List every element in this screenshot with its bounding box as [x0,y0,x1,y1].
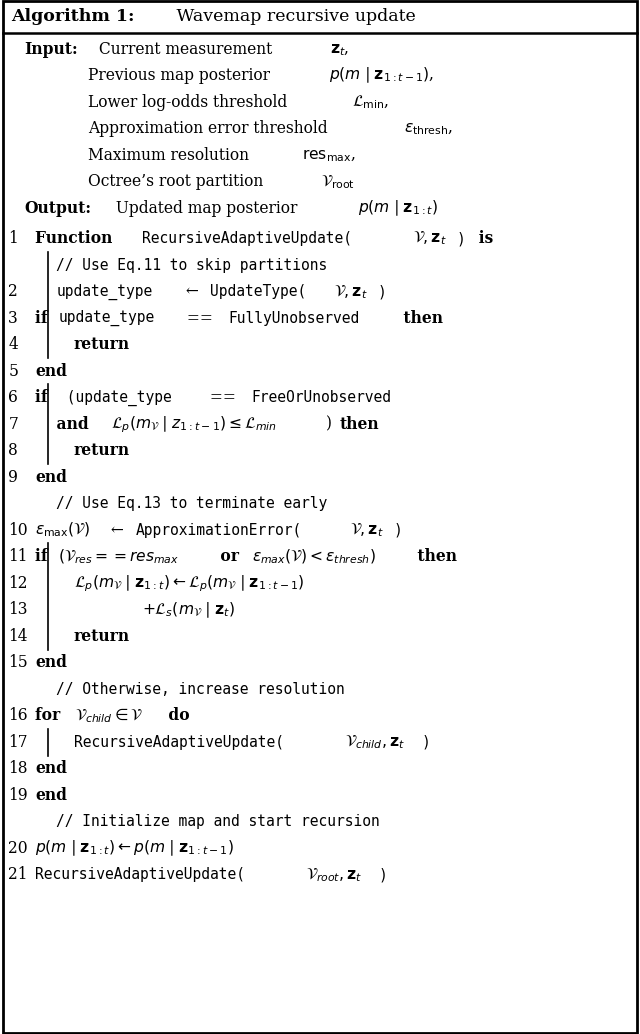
Text: $\epsilon_{max}(\mathcal{V}) < \epsilon_{thresh})$: $\epsilon_{max}(\mathcal{V}) < \epsilon_… [252,548,376,566]
Text: for: for [35,707,66,725]
Text: 6: 6 [8,389,18,406]
Text: end: end [35,787,67,803]
Text: 18: 18 [8,760,28,778]
Text: 10: 10 [8,522,28,539]
Text: 19: 19 [8,787,28,803]
Text: 5: 5 [8,363,19,379]
Text: 13: 13 [8,601,28,618]
Text: 12: 12 [8,575,28,591]
Text: 16: 16 [8,707,28,725]
Text: or: or [214,548,244,566]
Text: 2: 2 [8,283,18,300]
Text: RecursiveAdaptiveUpdate(: RecursiveAdaptiveUpdate( [35,868,245,882]
Text: 11: 11 [8,548,28,566]
Text: if: if [35,389,53,406]
Text: $\mathcal{L}_{\mathrm{min}}$,: $\mathcal{L}_{\mathrm{min}}$, [352,93,389,111]
Text: $\mathcal{L}_p(m_{\mathcal{V}} \mid z_{1:t-1}) \leq \mathcal{L}_{min}$: $\mathcal{L}_p(m_{\mathcal{V}} \mid z_{1… [111,414,278,434]
Text: ==: == [182,309,218,327]
Text: Lower log-odds threshold: Lower log-odds threshold [88,94,292,111]
Text: $\mathcal{V}_{child}, \mathbf{z}_t$: $\mathcal{V}_{child}, \mathbf{z}_t$ [344,733,404,751]
Text: ): ) [456,232,465,246]
Text: then: then [340,416,380,433]
Text: Updated map posterior: Updated map posterior [111,200,302,217]
Text: Maximum resolution: Maximum resolution [88,147,254,163]
Text: 20: 20 [8,840,28,857]
Text: 15: 15 [8,655,28,671]
Text: then: then [398,309,443,327]
Text: 17: 17 [8,734,28,751]
Text: 21: 21 [8,866,28,883]
Text: end: end [35,468,67,486]
Text: RecursiveAdaptiveUpdate(: RecursiveAdaptiveUpdate( [74,735,284,750]
Text: FreeOrUnobserved: FreeOrUnobserved [251,390,391,405]
Text: $\epsilon_{\mathrm{thresh}}$,: $\epsilon_{\mathrm{thresh}}$, [404,120,453,138]
Text: $\mathcal{L}_p(m_{\mathcal{V}} \mid \mathbf{z}_{1:t}) \leftarrow \mathcal{L}_p(m: $\mathcal{L}_p(m_{\mathcal{V}} \mid \mat… [74,573,304,594]
Text: return: return [74,628,130,645]
Text: 9: 9 [8,468,18,486]
Text: 3: 3 [8,309,18,327]
Text: ApproximationError(: ApproximationError( [136,523,302,538]
Text: $p(m \mid \mathbf{z}_{1:t-1})$,: $p(m \mid \mathbf{z}_{1:t-1})$, [330,66,435,86]
Text: $\mathcal{V}, \mathbf{z}_t$: $\mathcal{V}, \mathbf{z}_t$ [334,283,367,301]
Text: ): ) [378,284,386,299]
Text: $\mathbf{z}_t$,: $\mathbf{z}_t$, [330,40,349,58]
Text: 7: 7 [8,416,18,433]
Text: is: is [468,231,493,247]
Text: ): ) [394,523,403,538]
Text: // Use Eq.11 to skip partitions: // Use Eq.11 to skip partitions [56,257,328,273]
Text: // Otherwise, increase resolution: // Otherwise, increase resolution [56,681,345,697]
Text: $\mathcal{V}_{root}, \mathbf{z}_t$: $\mathcal{V}_{root}, \mathbf{z}_t$ [306,866,362,884]
Text: 14: 14 [8,628,28,645]
Text: return: return [74,443,130,459]
Text: ==: == [205,389,241,406]
Text: then: then [412,548,457,566]
Text: RecursiveAdaptiveUpdate(: RecursiveAdaptiveUpdate( [142,232,352,246]
Text: 4: 4 [8,336,18,354]
Text: Wavemap recursive update: Wavemap recursive update [171,8,415,25]
Text: // Initialize map and start recursion: // Initialize map and start recursion [56,815,380,829]
Text: update_type: update_type [56,283,152,300]
Text: $\mathcal{V}, \mathbf{z}_t$: $\mathcal{V}, \mathbf{z}_t$ [350,521,384,539]
Text: $\epsilon_{\mathrm{max}}(\mathcal{V})$: $\epsilon_{\mathrm{max}}(\mathcal{V})$ [35,521,90,540]
Text: Algorithm 1:: Algorithm 1: [12,8,135,25]
Text: $+\mathcal{L}_s(m_{\mathcal{V}} \mid \mathbf{z}_t)$: $+\mathcal{L}_s(m_{\mathcal{V}} \mid \ma… [142,600,235,619]
Text: and: and [35,416,94,433]
Text: end: end [35,363,67,379]
Text: ): ) [422,735,431,750]
Text: $\mathcal{V}, \mathbf{z}_t$: $\mathcal{V}, \mathbf{z}_t$ [413,230,447,247]
Text: if: if [35,548,53,566]
Text: $\mathcal{V}_{\mathrm{root}}$: $\mathcal{V}_{\mathrm{root}}$ [321,173,355,190]
Text: $(\mathcal{V}_{res} == \mathit{res}_{max}$: $(\mathcal{V}_{res} == \mathit{res}_{max… [58,548,179,566]
Text: 8: 8 [8,443,18,459]
Text: ←: ← [106,522,129,539]
Text: $p(m \mid \mathbf{z}_{1:t}) \leftarrow p(m \mid \mathbf{z}_{1:t-1})$: $p(m \mid \mathbf{z}_{1:t}) \leftarrow p… [35,839,234,858]
Text: ): ) [379,868,387,882]
Text: Octree’s root partition: Octree’s root partition [88,174,268,190]
Text: ←: ← [180,283,204,300]
Text: end: end [35,655,67,671]
Text: // Use Eq.13 to terminate early: // Use Eq.13 to terminate early [56,496,328,511]
Text: (update_type: (update_type [58,390,172,405]
Text: Current measurement: Current measurement [93,40,276,58]
Text: $\mathrm{res}_{\mathrm{max}}$,: $\mathrm{res}_{\mathrm{max}}$, [302,147,356,163]
Text: update_type: update_type [58,310,154,327]
Text: Output:: Output: [24,200,92,217]
Text: $p(m \mid \mathbf{z}_{1:t})$: $p(m \mid \mathbf{z}_{1:t})$ [358,199,438,218]
Text: end: end [35,760,67,778]
Text: UpdateType(: UpdateType( [210,284,306,299]
Text: Input:: Input: [24,40,78,58]
Text: Previous map posterior: Previous map posterior [88,67,275,84]
Text: return: return [74,336,130,354]
Text: FullyUnobserved: FullyUnobserved [228,310,360,326]
Text: do: do [163,707,189,725]
Text: ): ) [326,416,337,433]
Text: Function: Function [35,231,118,247]
Text: Approximation error threshold: Approximation error threshold [88,120,333,138]
Text: $\mathcal{V}_{child} \in \mathcal{V}$: $\mathcal{V}_{child} \in \mathcal{V}$ [75,706,143,725]
Text: if: if [35,309,53,327]
Text: 1: 1 [8,231,18,247]
